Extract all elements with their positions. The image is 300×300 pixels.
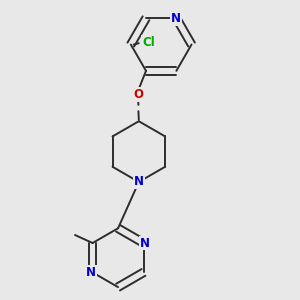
Text: N: N (171, 12, 182, 25)
Text: Cl: Cl (142, 36, 155, 50)
Text: O: O (133, 88, 143, 101)
Text: N: N (134, 176, 144, 188)
Text: N: N (86, 266, 96, 279)
Text: N: N (140, 236, 150, 250)
